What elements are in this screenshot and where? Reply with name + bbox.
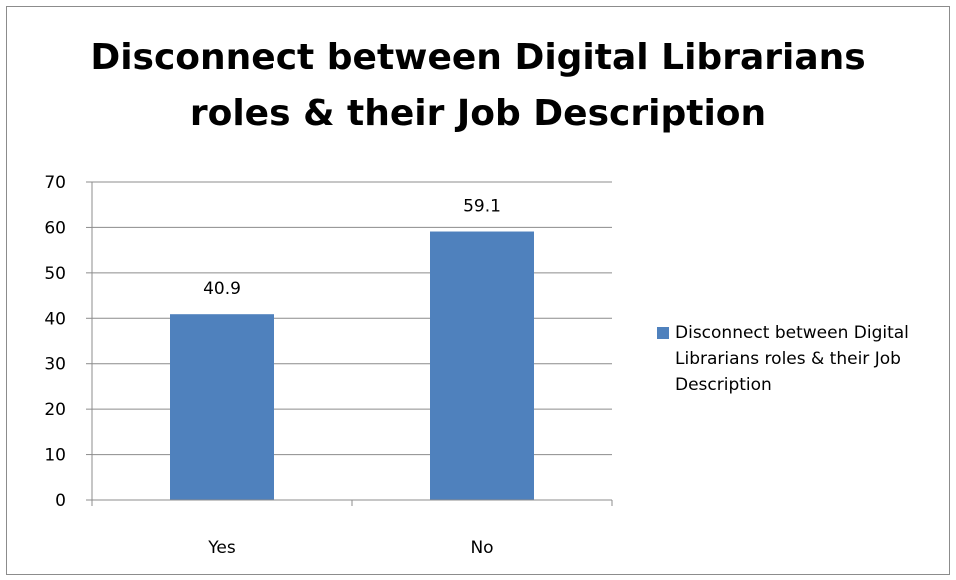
data-labels: 40.9 59.1 bbox=[203, 197, 501, 300]
bar bbox=[430, 231, 534, 500]
y-tick-label: 50 bbox=[44, 264, 66, 284]
legend-swatch bbox=[657, 327, 669, 339]
y-tick-label: 30 bbox=[44, 355, 66, 375]
chart-title-line-1: Disconnect between Digital Librarians bbox=[90, 37, 866, 78]
x-tick-labels: Yes No bbox=[207, 538, 493, 558]
y-tick-label: 20 bbox=[44, 400, 66, 420]
y-tick-label: 60 bbox=[44, 218, 66, 238]
legend: Disconnect between Digital Librarians ro… bbox=[657, 320, 945, 398]
y-tick-label: 70 bbox=[44, 173, 66, 193]
legend-label: Disconnect between Digital Librarians ro… bbox=[675, 323, 909, 395]
x-tick-label: Yes bbox=[207, 538, 236, 558]
chart-title: Disconnect between Digital Librarians ro… bbox=[0, 30, 956, 142]
bars bbox=[170, 231, 534, 500]
axes bbox=[86, 181, 613, 506]
data-label: 59.1 bbox=[463, 197, 501, 217]
bar bbox=[170, 314, 274, 500]
y-tick-label: 0 bbox=[55, 491, 66, 511]
chart-title-line-2: roles & their Job Description bbox=[189, 93, 767, 134]
x-tick-label: No bbox=[470, 538, 493, 558]
y-tick-label: 40 bbox=[44, 309, 66, 329]
y-tick-label: 10 bbox=[44, 446, 66, 466]
y-tick-labels: 0 10 20 30 40 50 60 70 bbox=[44, 173, 66, 511]
data-label: 40.9 bbox=[203, 279, 241, 299]
